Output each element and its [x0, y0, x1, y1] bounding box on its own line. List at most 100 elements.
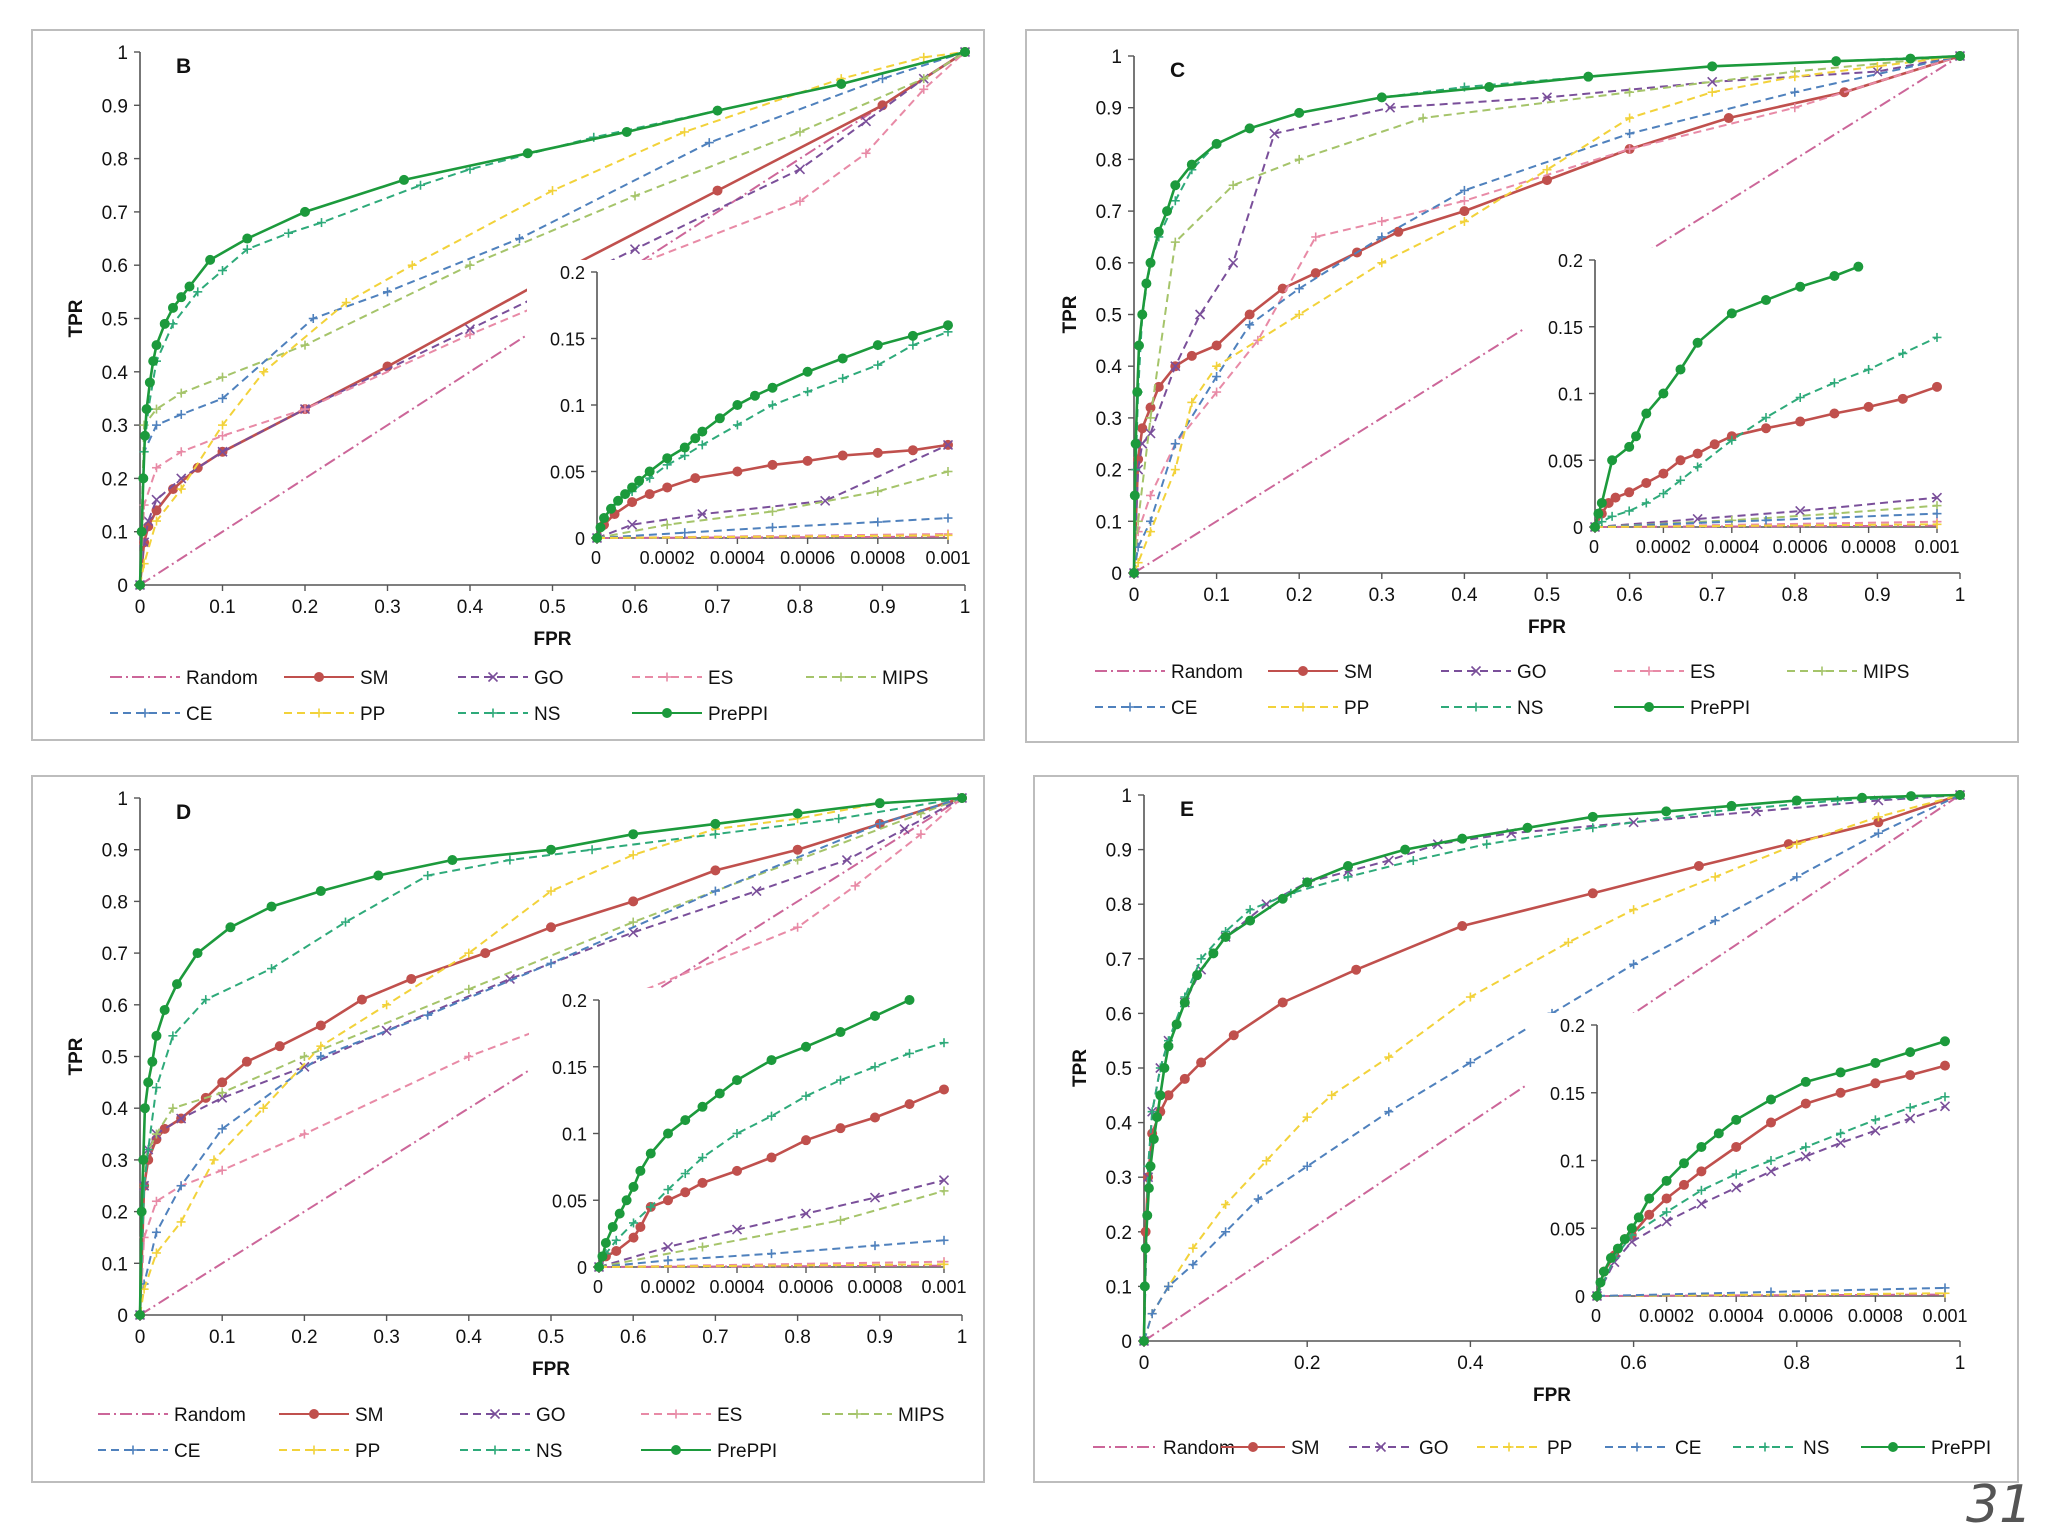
- panel-b-inset-data-point-pp: [943, 530, 953, 540]
- panel-e-data-point-sm: [1693, 860, 1704, 871]
- panel-b-x-axis-title: FPR: [534, 629, 572, 650]
- panel-b-x-tick-label: 0.2: [292, 597, 318, 618]
- panel-d-inset-data-point-preppi: [635, 1165, 646, 1176]
- panel-d-data-point-go: [381, 1025, 392, 1036]
- panel-e-legend: Random SM GO PP CE NS PrePPI: [1093, 1438, 1991, 1459]
- panel-b-data-point-pp: [548, 186, 557, 196]
- panel-d-data-point-ns: [587, 845, 597, 855]
- panel-c-legend-marker-ns: [1471, 702, 1481, 712]
- panel-e-data-point-preppi: [1208, 948, 1219, 959]
- panel-b-legend-entry-preppi: PrePPI: [632, 704, 768, 725]
- panel-b-inset-y-tick-label: 0.15: [550, 330, 585, 350]
- panel-e-data-point-preppi: [1343, 860, 1353, 871]
- panel-c-legend-entry-sm: SM: [1268, 662, 1373, 683]
- panel-e-inset-data-point-preppi: [1661, 1175, 1672, 1186]
- panel-b-y-tick-label: 0.3: [102, 416, 128, 437]
- panel-d-legend-entry-mips: MIPS: [822, 1405, 944, 1426]
- panel-d-data-point-preppi: [628, 829, 639, 840]
- panel-b-legend-label-ns: NS: [534, 704, 560, 725]
- panel-c-legend: Random SM GO ES MIPS CE PP NS PrePPI: [1095, 662, 1909, 719]
- panel-e-legend-entry-ce: CE: [1605, 1438, 1701, 1459]
- panel-d-inset-data-point-preppi: [628, 1181, 639, 1192]
- panel-c-data-point-mips: [1146, 413, 1156, 423]
- panel-c-data-point-pp: [1790, 72, 1800, 82]
- panel-b-inset-series-random: [596, 535, 949, 539]
- panel-d-data-point-pp: [209, 1155, 219, 1165]
- panel-e-y-tick-label: 0.4: [1106, 1114, 1133, 1135]
- panel-b-data-point-es: [795, 196, 805, 206]
- panel-c-inset-y-tick-label: 0.05: [1548, 451, 1583, 471]
- panel-d-inset-y-tick-label: 0.05: [552, 1191, 587, 1211]
- panel-e-data-point-ce: [1384, 1107, 1394, 1117]
- panel-b-legend-entry-random: Random: [110, 668, 258, 689]
- panel-e-data-point-ce: [1147, 1309, 1157, 1319]
- panel-c-legend-marker-sm: [1298, 666, 1308, 676]
- panel-c-inset-data-point-ns: [1761, 413, 1771, 423]
- panel-e-inset-data-point-sm: [1940, 1060, 1950, 1071]
- panel-d-y-axis-title: TPR: [66, 1037, 87, 1075]
- panel-c-legend-marker-ce: [1125, 702, 1135, 712]
- panel-c-data-point-ce: [1790, 87, 1800, 97]
- panel-b-data-point-ns: [168, 319, 178, 329]
- panel-b-inset-series-line-random: [596, 535, 949, 539]
- panel-c-data-point-sm: [1137, 423, 1148, 434]
- panel-e-data-point-preppi: [1139, 1336, 1149, 1346]
- panel-e-data-point-preppi: [1522, 822, 1533, 833]
- panel-c-inset-data-point-ns: [1864, 364, 1874, 374]
- panel-c-y-tick-label: 0.6: [1096, 254, 1122, 275]
- panel-b-data-point-go: [143, 515, 154, 527]
- panel-d-y-tick-label: 0.9: [102, 841, 128, 862]
- panel-d-data-point-sm: [241, 1056, 252, 1067]
- panel-b-inset-y-tick-label: 0.2: [560, 263, 585, 283]
- panel-b-y-tick-label: 0.7: [102, 203, 128, 224]
- panel-c-data-point-pp: [1170, 465, 1180, 475]
- panel-d-y-tick-label: 0: [117, 1306, 128, 1327]
- panel-c-data-point-preppi: [1211, 138, 1222, 149]
- panel-d-inset-data-point-ns: [801, 1091, 811, 1101]
- panel-b-data-point-preppi: [399, 174, 409, 185]
- panel-b-data-point-preppi: [712, 105, 723, 116]
- panel-d-series-mips: [135, 793, 967, 1320]
- panel-d-inset-series-line-sm: [597, 1088, 945, 1268]
- panel-c-inset-data-point-pp: [1932, 519, 1942, 529]
- panel-e-data-point-preppi: [1857, 792, 1868, 803]
- panel-e-inset-data-point-preppi: [1595, 1277, 1606, 1288]
- panel-d-x-tick-label: 0.3: [373, 1327, 399, 1348]
- panel-d: 0 0.1 0.2 0.3 0.4 0.5 0.6 0.7 0.8 0.9 1 0 0.1 0.2 0.3 0…: [31, 775, 985, 1483]
- panel-b-data-point-ns: [218, 266, 227, 276]
- panel-b-data-point-preppi: [138, 473, 149, 484]
- panel-c-inset-data-point-sm: [1897, 393, 1908, 404]
- panel-e-data-point-preppi: [1791, 795, 1802, 806]
- panel-d-y-tick-label: 0.2: [102, 1203, 128, 1224]
- panel-e-data-point-pp: [1221, 1200, 1231, 1209]
- panel-d-inset-data-point-preppi: [645, 1148, 656, 1159]
- panel-d-data-point-sm: [480, 948, 491, 959]
- panel-e-data-point-pp: [1792, 839, 1802, 849]
- panel-b-data-point-ns: [284, 228, 293, 238]
- panel-b-inset-data-point-preppi: [767, 382, 778, 393]
- panel-d-data-point-ns: [267, 964, 277, 974]
- panel-d-legend-entry-ns: NS: [460, 1441, 562, 1462]
- panel-b-data-point-mips: [465, 260, 475, 270]
- page-number: 31: [1966, 1475, 2032, 1535]
- panel-d-inset-data-point-ce: [663, 1255, 673, 1265]
- panel-c-data-point-preppi: [1484, 82, 1495, 93]
- panel-e-inset-series-random: [1596, 1293, 1946, 1297]
- panel-d-data-point-pp: [258, 1103, 268, 1113]
- panel-b-inset-data-point-preppi: [837, 353, 848, 364]
- panel-d-data-point-mips: [299, 1052, 309, 1061]
- panel-e-y-tick-label: 1: [1121, 786, 1132, 807]
- panel-b-legend-entry-mips: MIPS: [806, 668, 928, 689]
- panel-c-inset-data-point-preppi: [1641, 408, 1652, 419]
- panel-c-data-point-ce: [1212, 372, 1222, 382]
- panel-e-data-point-preppi: [1142, 1210, 1153, 1221]
- panel-c-inset-data-point-ce: [1761, 515, 1771, 525]
- panel-c-data-point-preppi: [1145, 257, 1156, 268]
- panel-d-data-point-ns: [201, 995, 211, 1005]
- panel-b-inset-x-tick-label: 0.0008: [850, 548, 905, 568]
- panel-e-legend-entry-random: Random: [1093, 1438, 1235, 1459]
- panel-b-legend-marker-sm: [314, 672, 324, 682]
- panel-c-data-point-mips: [1625, 87, 1635, 97]
- panel-c-data-point-preppi: [1129, 568, 1139, 578]
- panel-c-inset-data-point-ns: [1658, 489, 1668, 499]
